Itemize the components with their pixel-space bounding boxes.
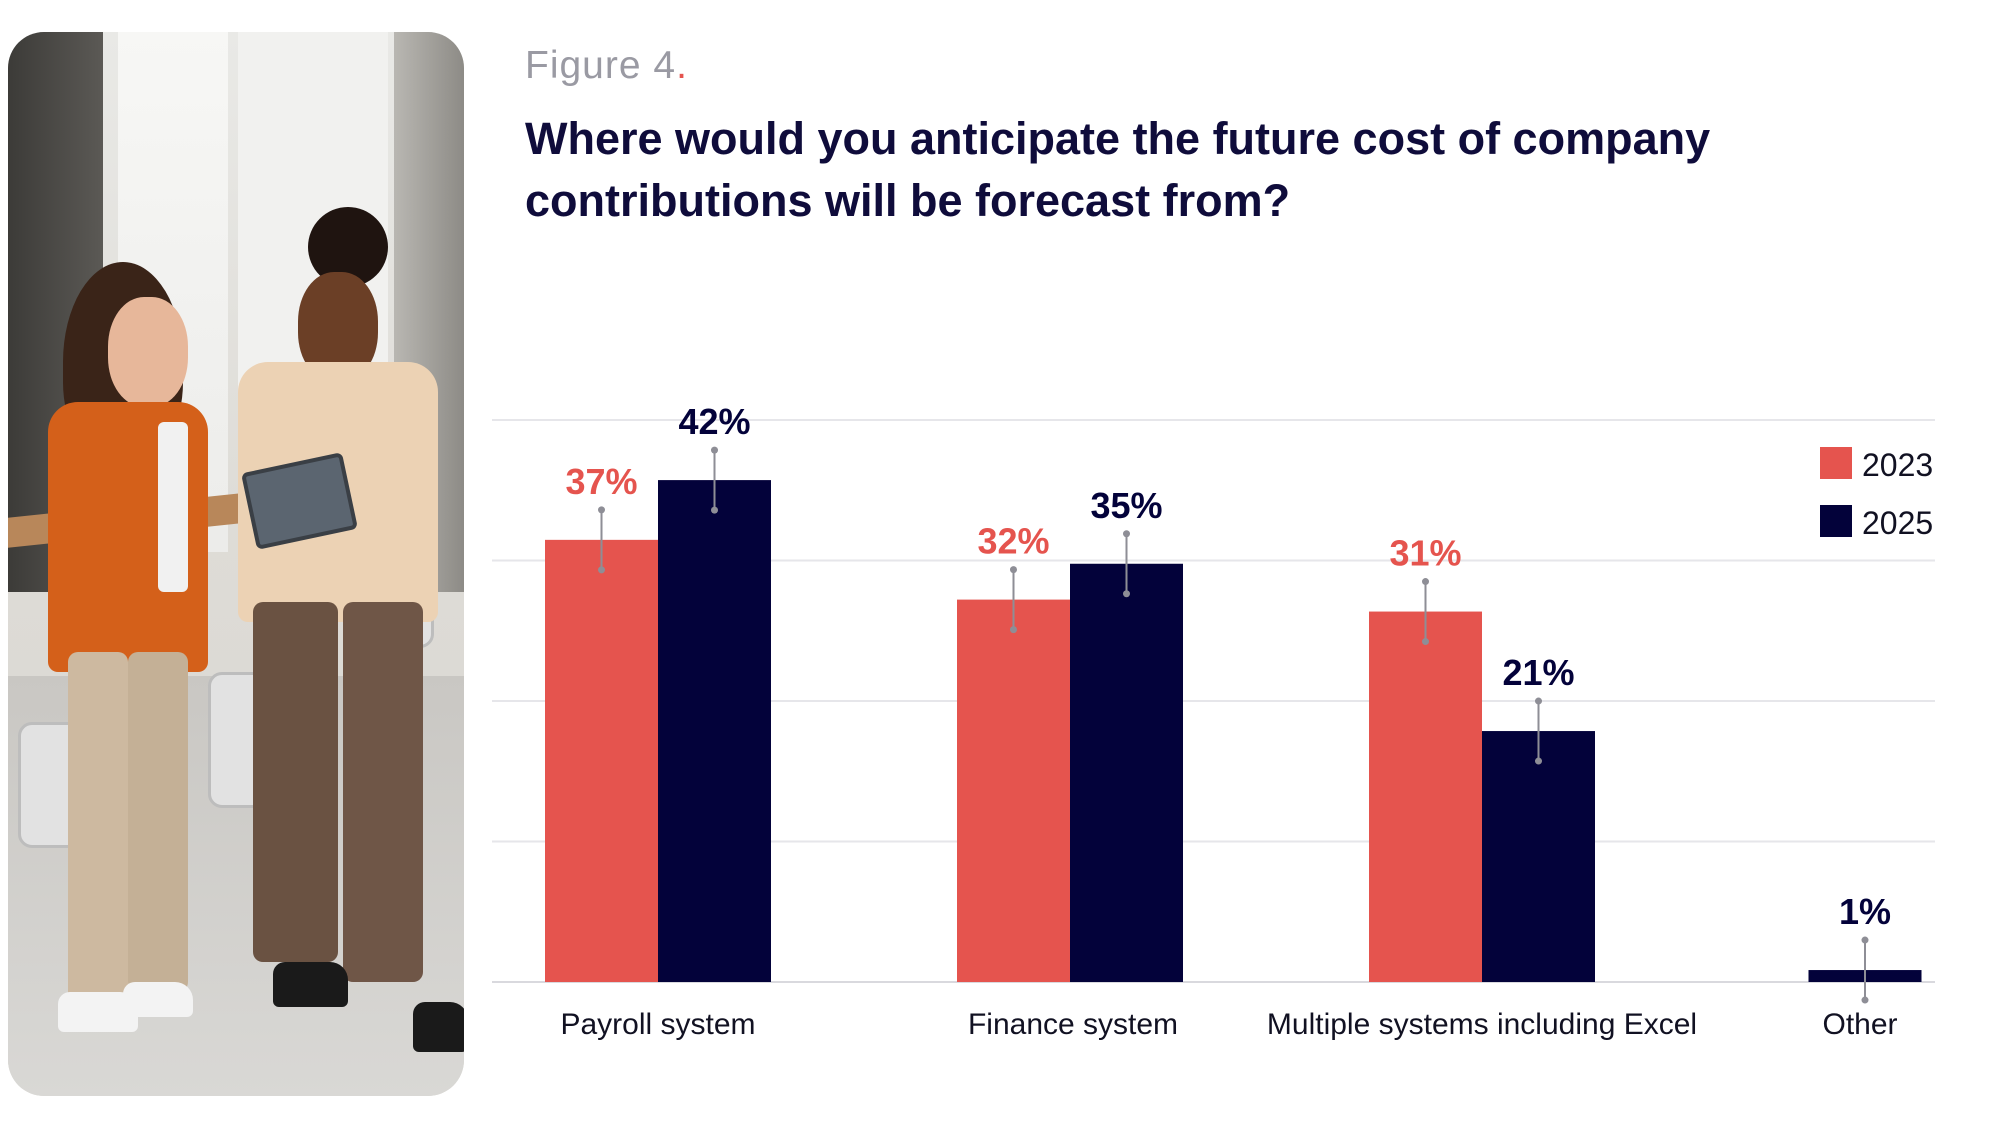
connector-dot xyxy=(1010,566,1017,574)
bar-payroll-system-2023 xyxy=(545,539,658,982)
legend-label-2023: 2023 xyxy=(1862,447,1933,483)
data-label: 21% xyxy=(1502,652,1574,693)
data-label: 42% xyxy=(678,401,750,442)
category-label: Other xyxy=(1822,1008,1897,1041)
connector-dot xyxy=(1535,757,1542,765)
category-label: Finance system xyxy=(968,1008,1178,1041)
data-label: 31% xyxy=(1389,533,1461,574)
connector-dot xyxy=(711,446,718,454)
bar-finance-system-2023 xyxy=(957,599,1070,982)
figure-label: Figure 4. xyxy=(525,44,688,88)
connector-dot xyxy=(1535,697,1542,705)
data-label: 35% xyxy=(1090,485,1162,526)
category-label: Multiple systems including Excel xyxy=(1267,1008,1697,1041)
bar-multiple-systems-including-excel-2023 xyxy=(1369,611,1482,982)
connector-dot xyxy=(1422,578,1429,586)
category-label: Payroll system xyxy=(560,1008,755,1041)
connector-dot xyxy=(1123,530,1130,538)
connector-dot xyxy=(1861,996,1869,1004)
legend-swatch-2023 xyxy=(1820,447,1852,479)
data-label: 37% xyxy=(565,461,637,502)
connector-dot xyxy=(598,566,605,574)
bar-finance-system-2025 xyxy=(1070,563,1183,982)
chart-title: Where would you anticipate the future co… xyxy=(525,113,1711,226)
figure-label-dot: . xyxy=(676,44,688,87)
connector-dot xyxy=(1861,936,1869,944)
bar-payroll-system-2025 xyxy=(658,480,771,982)
connector-dot xyxy=(1422,638,1429,646)
connector-dot xyxy=(1010,626,1017,634)
data-label: 1% xyxy=(1839,891,1891,932)
connector-dot xyxy=(598,506,605,514)
data-label: 32% xyxy=(977,521,1049,562)
legend-label-2025: 2025 xyxy=(1862,505,1933,541)
legend-swatch-2025 xyxy=(1820,505,1852,537)
connector-dot xyxy=(711,506,718,514)
connector-dot xyxy=(1123,590,1130,598)
figure-label-text: Figure 4 xyxy=(525,44,677,87)
bar-multiple-systems-including-excel-2025 xyxy=(1482,731,1595,982)
office-photo xyxy=(8,32,464,1096)
